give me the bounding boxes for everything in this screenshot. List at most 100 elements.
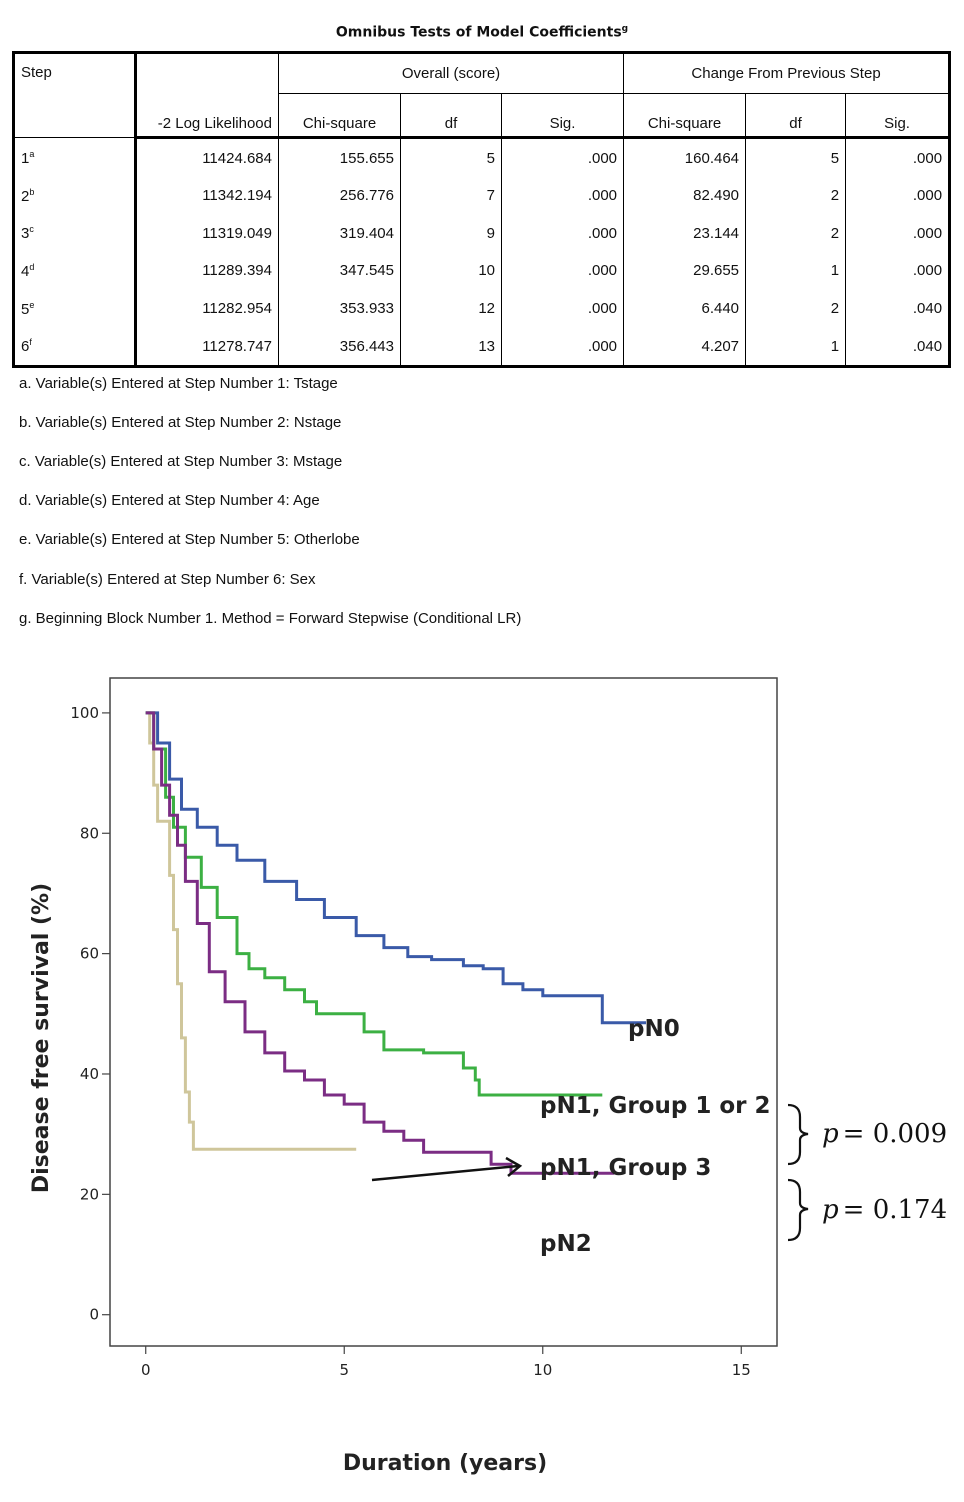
sig-change-cell: .000 (845, 137, 951, 177)
df-overall-cell: 9 (400, 214, 502, 253)
footnote-b: b. Variable(s) Entered at Step Number 2:… (19, 414, 342, 431)
header-chi-overall: Chi-square (278, 92, 401, 140)
table-row: 1a 11424.684 155.655 5 .000 160.464 5 .0… (13, 137, 951, 177)
table-row: 2b 11342.194 256.776 7 .000 82.490 2 .00… (13, 176, 951, 215)
df-change-cell: 1 (745, 327, 847, 367)
sig-overall-cell: .000 (500, 176, 625, 215)
sig-change-cell: .040 (845, 289, 951, 328)
chi-change-cell: 82.490 (623, 176, 747, 215)
footnote-e: e. Variable(s) Entered at Step Number 5:… (19, 531, 360, 548)
sig-overall-cell: .000 (500, 327, 625, 367)
df-change-cell: 1 (745, 252, 847, 290)
df-overall-cell: 7 (400, 176, 502, 215)
series-line-pn0 (145, 711, 646, 1025)
x-axis-title: Duration (years) (343, 1451, 547, 1476)
table-title-sup: g (621, 24, 629, 34)
sig-change-cell: .000 (845, 252, 951, 290)
omnibus-table: Step -2 Log Likelihood Overall (score) C… (12, 51, 952, 368)
loglik-cell: 11282.954 (135, 289, 279, 328)
pvalue-upper: p = 0.009 (822, 1119, 947, 1149)
axes: 0 20 40 60 80 100 0 5 10 15 (70, 704, 750, 1379)
footnote-a: a. Variable(s) Entered at Step Number 1:… (19, 375, 338, 392)
loglik-cell: 11278.747 (135, 327, 279, 367)
df-overall-cell: 5 (400, 137, 502, 177)
footnote-d: d. Variable(s) Entered at Step Number 4:… (19, 492, 320, 509)
chi-overall-cell: 155.655 (278, 137, 401, 177)
y-tick-label: 0 (89, 1306, 99, 1324)
df-overall-cell: 13 (400, 327, 502, 367)
y-tick-label: 80 (80, 824, 99, 842)
chi-change-cell: 29.655 (623, 252, 747, 290)
step-cell: 2b (13, 176, 137, 215)
header-change: Change From Previous Step (623, 52, 951, 94)
series-line-pn1-group-1-or-2 (145, 711, 603, 1097)
step-cell: 5e (13, 289, 137, 328)
table-title: Omnibus Tests of Model Coefficientsg (0, 24, 964, 41)
chi-change-cell: 23.144 (623, 214, 747, 253)
sig-change-cell: .000 (845, 176, 951, 215)
x-tick-label: 15 (732, 1361, 751, 1379)
sig-change-cell: .000 (845, 214, 951, 253)
table-title-text: Omnibus Tests of Model Coefficients (335, 24, 622, 41)
header-overall: Overall (score) (277, 52, 625, 94)
y-tick-label: 60 (80, 945, 99, 963)
footnote-c: c. Variable(s) Entered at Step Number 3:… (19, 453, 343, 470)
chi-overall-cell: 353.933 (278, 289, 401, 328)
loglik-cell: 11289.394 (135, 252, 279, 290)
step-cell: 1a (13, 137, 137, 177)
p-label: p (822, 1119, 839, 1149)
brace-upper (787, 1103, 809, 1166)
chi-change-cell: 4.207 (623, 327, 747, 367)
sig-overall-cell: .000 (500, 289, 625, 328)
sig-overall-cell: .000 (500, 137, 625, 177)
loglik-cell: 11342.194 (135, 176, 279, 215)
step-cell: 3c (13, 214, 137, 253)
y-tick-label: 20 (80, 1185, 99, 1203)
chi-overall-cell: 347.545 (278, 252, 401, 290)
footnote-f: f. Variable(s) Entered at Step Number 6:… (19, 571, 316, 588)
label-pn1-group12: pN1, Group 1 or 2 (540, 1093, 771, 1119)
chi-overall-cell: 256.776 (278, 176, 401, 215)
arrow-line (371, 1164, 519, 1182)
series-line-pn2 (145, 711, 615, 1175)
pvalue-lower-value: = 0.174 (843, 1195, 947, 1225)
pvalue-lower: p = 0.174 (822, 1195, 947, 1225)
chi-overall-cell: 356.443 (278, 327, 401, 367)
step-cell: 6f (13, 327, 137, 367)
df-change-cell: 2 (745, 176, 847, 215)
header-df-change: df (745, 92, 847, 140)
table-row: 5e 11282.954 353.933 12 .000 6.440 2 .04… (13, 289, 951, 328)
df-change-cell: 2 (745, 214, 847, 253)
loglik-cell: 11424.684 (135, 137, 279, 177)
brace-lower (787, 1178, 809, 1242)
curves (145, 711, 646, 1175)
table-row: 4d 11289.394 347.545 10 .000 29.655 1 .0… (13, 252, 951, 290)
df-overall-cell: 10 (400, 252, 502, 290)
loglik-cell: 11319.049 (135, 214, 279, 253)
footnote-g: g. Beginning Block Number 1. Method = Fo… (19, 610, 522, 627)
label-pn0: pN0 (628, 1016, 680, 1042)
header-loglik: -2 Log Likelihood (135, 51, 279, 140)
label-pn2: pN2 (540, 1231, 592, 1257)
table-row: 3c 11319.049 319.404 9 .000 23.144 2 .00… (13, 214, 951, 253)
header-df-overall: df (400, 92, 502, 140)
survival-chart: 0 20 40 60 80 100 0 5 10 15 Duration (years) Dise… (29, 677, 947, 1476)
df-overall-cell: 12 (400, 289, 502, 328)
sig-change-cell: .040 (845, 327, 951, 367)
y-axis-title: Disease free survival (%) (29, 883, 54, 1193)
arrow-head (505, 1156, 523, 1177)
y-tick-label: 40 (80, 1065, 99, 1083)
header-chi-change: Chi-square (623, 92, 747, 140)
y-tick-label: 100 (70, 704, 99, 722)
sig-overall-cell: .000 (500, 214, 625, 253)
header-sig-change: Sig. (845, 92, 951, 140)
x-tick-label: 5 (339, 1361, 349, 1379)
chi-change-cell: 160.464 (623, 137, 747, 177)
chi-overall-cell: 319.404 (278, 214, 401, 253)
sig-overall-cell: .000 (500, 252, 625, 290)
plot-frame (109, 677, 778, 1347)
x-tick-label: 10 (533, 1361, 552, 1379)
x-tick-label: 0 (141, 1361, 151, 1379)
header-sig-overall: Sig. (500, 92, 625, 140)
step-cell: 4d (13, 252, 137, 290)
